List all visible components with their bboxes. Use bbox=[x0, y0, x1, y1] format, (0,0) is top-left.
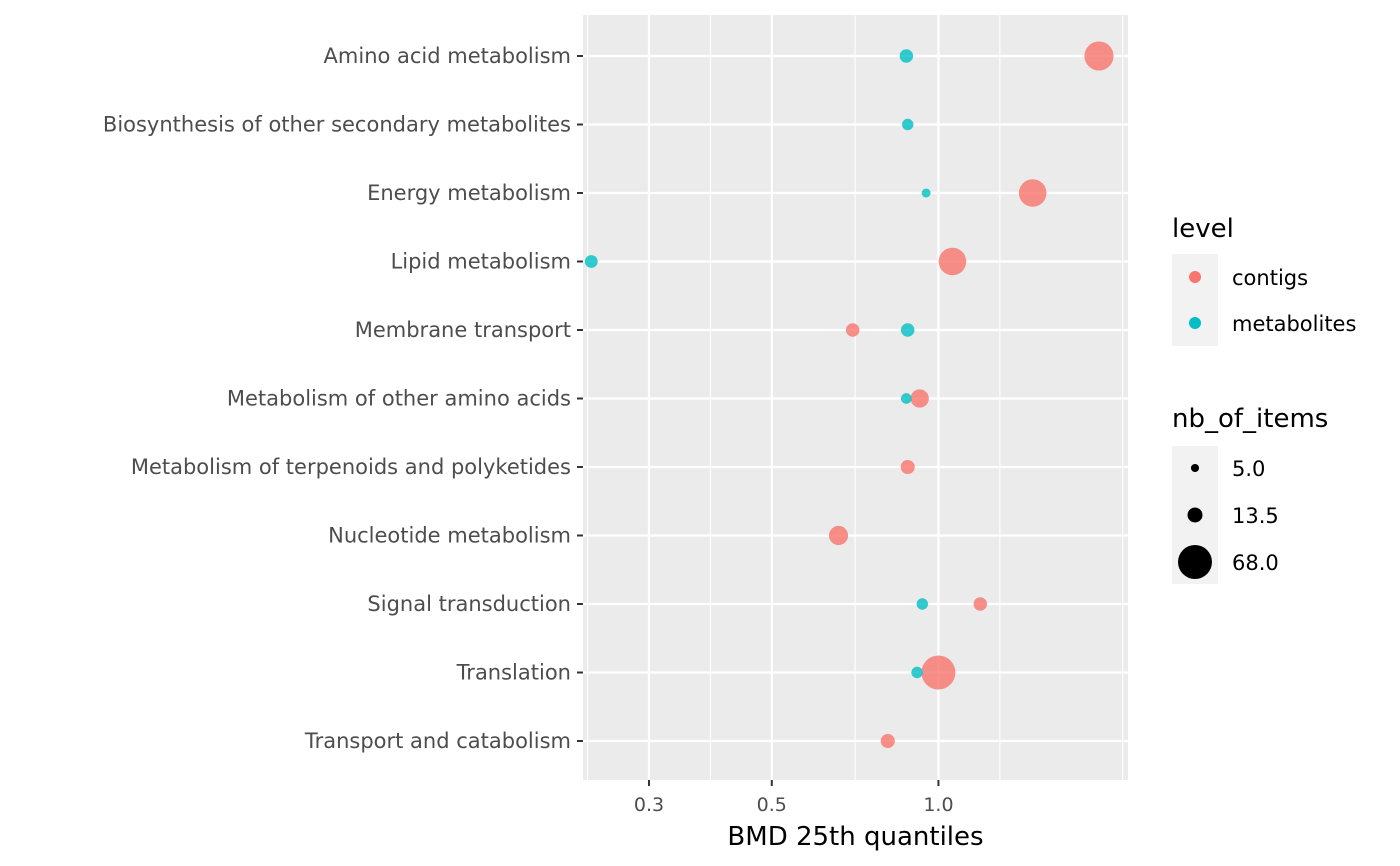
x-axis: 0.3 0.5 1.0 bbox=[634, 780, 954, 816]
legend-label: metabolites bbox=[1232, 312, 1356, 336]
legend-size-key bbox=[1187, 507, 1203, 523]
size-legend: nb_of_items 5.0 13.5 68.0 bbox=[1172, 404, 1328, 584]
x-tick-label: 1.0 bbox=[923, 794, 953, 816]
data-point-metabolites bbox=[899, 49, 914, 63]
y-tick-label: Signal transduction bbox=[367, 592, 571, 616]
y-tick-label: Amino acid metabolism bbox=[324, 44, 571, 68]
legend-key-metabolites bbox=[1189, 317, 1201, 329]
x-tick-label: 0.3 bbox=[634, 794, 664, 816]
data-point-metabolites bbox=[901, 118, 914, 131]
data-point-metabolites bbox=[584, 255, 598, 268]
color-legend: level contigs metabolites bbox=[1172, 214, 1356, 346]
y-tick-label: Translation bbox=[456, 661, 571, 685]
data-point-metabolites bbox=[900, 323, 915, 337]
data-point-metabolites bbox=[900, 393, 912, 404]
data-point-contigs bbox=[845, 323, 860, 337]
data-point-metabolites bbox=[911, 666, 923, 679]
legend-size-key bbox=[1190, 463, 1200, 473]
data-point-contigs bbox=[1018, 179, 1047, 207]
legend-label: 68.0 bbox=[1232, 551, 1279, 575]
data-point-contigs bbox=[921, 655, 956, 690]
data-point-contigs bbox=[880, 733, 895, 749]
legend-label: 5.0 bbox=[1232, 457, 1265, 481]
legend-label: contigs bbox=[1232, 266, 1308, 290]
data-point-contigs bbox=[938, 247, 967, 276]
legend-key-contigs bbox=[1189, 271, 1201, 283]
size-legend-title: nb_of_items bbox=[1172, 404, 1328, 434]
data-point-contigs bbox=[910, 389, 929, 408]
x-axis-title: BMD 25th quantiles bbox=[727, 822, 983, 852]
legend-label: 13.5 bbox=[1232, 504, 1279, 528]
data-point-metabolites bbox=[916, 598, 929, 610]
y-tick-label: Energy metabolism bbox=[367, 181, 571, 205]
data-point-contigs bbox=[828, 525, 849, 546]
data-point-contigs bbox=[900, 459, 915, 475]
y-tick-label: Nucleotide metabolism bbox=[328, 524, 571, 548]
y-tick-label: Biosynthesis of other secondary metaboli… bbox=[103, 113, 571, 137]
y-tick-label: Lipid metabolism bbox=[391, 250, 571, 274]
data-point-contigs bbox=[973, 597, 988, 611]
data-point-metabolites bbox=[921, 188, 931, 198]
y-tick-label: Metabolism of other amino acids bbox=[227, 387, 571, 411]
y-axis: Amino acid metabolism Biosynthesis of oth… bbox=[103, 44, 583, 753]
y-tick-label: Metabolism of terpenoids and polyketides bbox=[131, 455, 571, 479]
legend-size-key bbox=[1178, 545, 1212, 579]
data-point-contigs bbox=[1084, 41, 1114, 71]
x-tick-label: 0.5 bbox=[757, 794, 787, 816]
color-legend-title: level bbox=[1172, 214, 1234, 244]
y-tick-label: Transport and catabolism bbox=[304, 729, 571, 753]
data-points bbox=[584, 41, 1114, 749]
y-tick-label: Membrane transport bbox=[355, 318, 571, 342]
